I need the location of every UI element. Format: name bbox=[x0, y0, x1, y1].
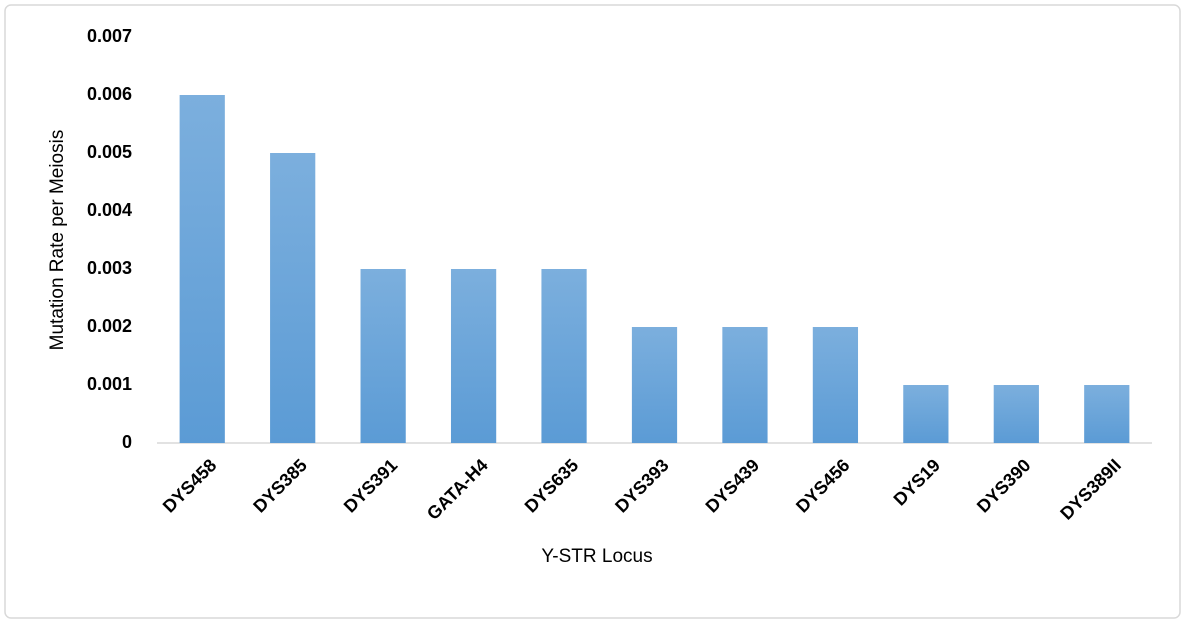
bar bbox=[179, 95, 225, 443]
bar bbox=[360, 269, 406, 443]
bar bbox=[993, 385, 1039, 443]
y-tick-label: 0.003 bbox=[87, 258, 132, 278]
y-tick-label: 0.002 bbox=[87, 316, 132, 336]
y-tick-label: 0.007 bbox=[87, 26, 132, 46]
bar bbox=[541, 269, 587, 443]
y-axis-title: Mutation Rate per Meiosis bbox=[47, 130, 68, 351]
y-tick-label: 0.005 bbox=[87, 142, 132, 162]
bar bbox=[631, 327, 678, 443]
bar bbox=[270, 153, 316, 443]
y-tick-label: 0.001 bbox=[87, 374, 132, 394]
bar bbox=[903, 385, 949, 443]
bar bbox=[1084, 385, 1130, 443]
y-tick-label: 0.006 bbox=[87, 84, 132, 104]
bar bbox=[812, 327, 859, 443]
y-tick-label: 0 bbox=[122, 432, 132, 452]
y-tick-label: 0.004 bbox=[87, 200, 132, 220]
x-axis-title: Y-STR Locus bbox=[541, 546, 652, 567]
bar bbox=[450, 269, 497, 443]
bar bbox=[722, 327, 768, 443]
